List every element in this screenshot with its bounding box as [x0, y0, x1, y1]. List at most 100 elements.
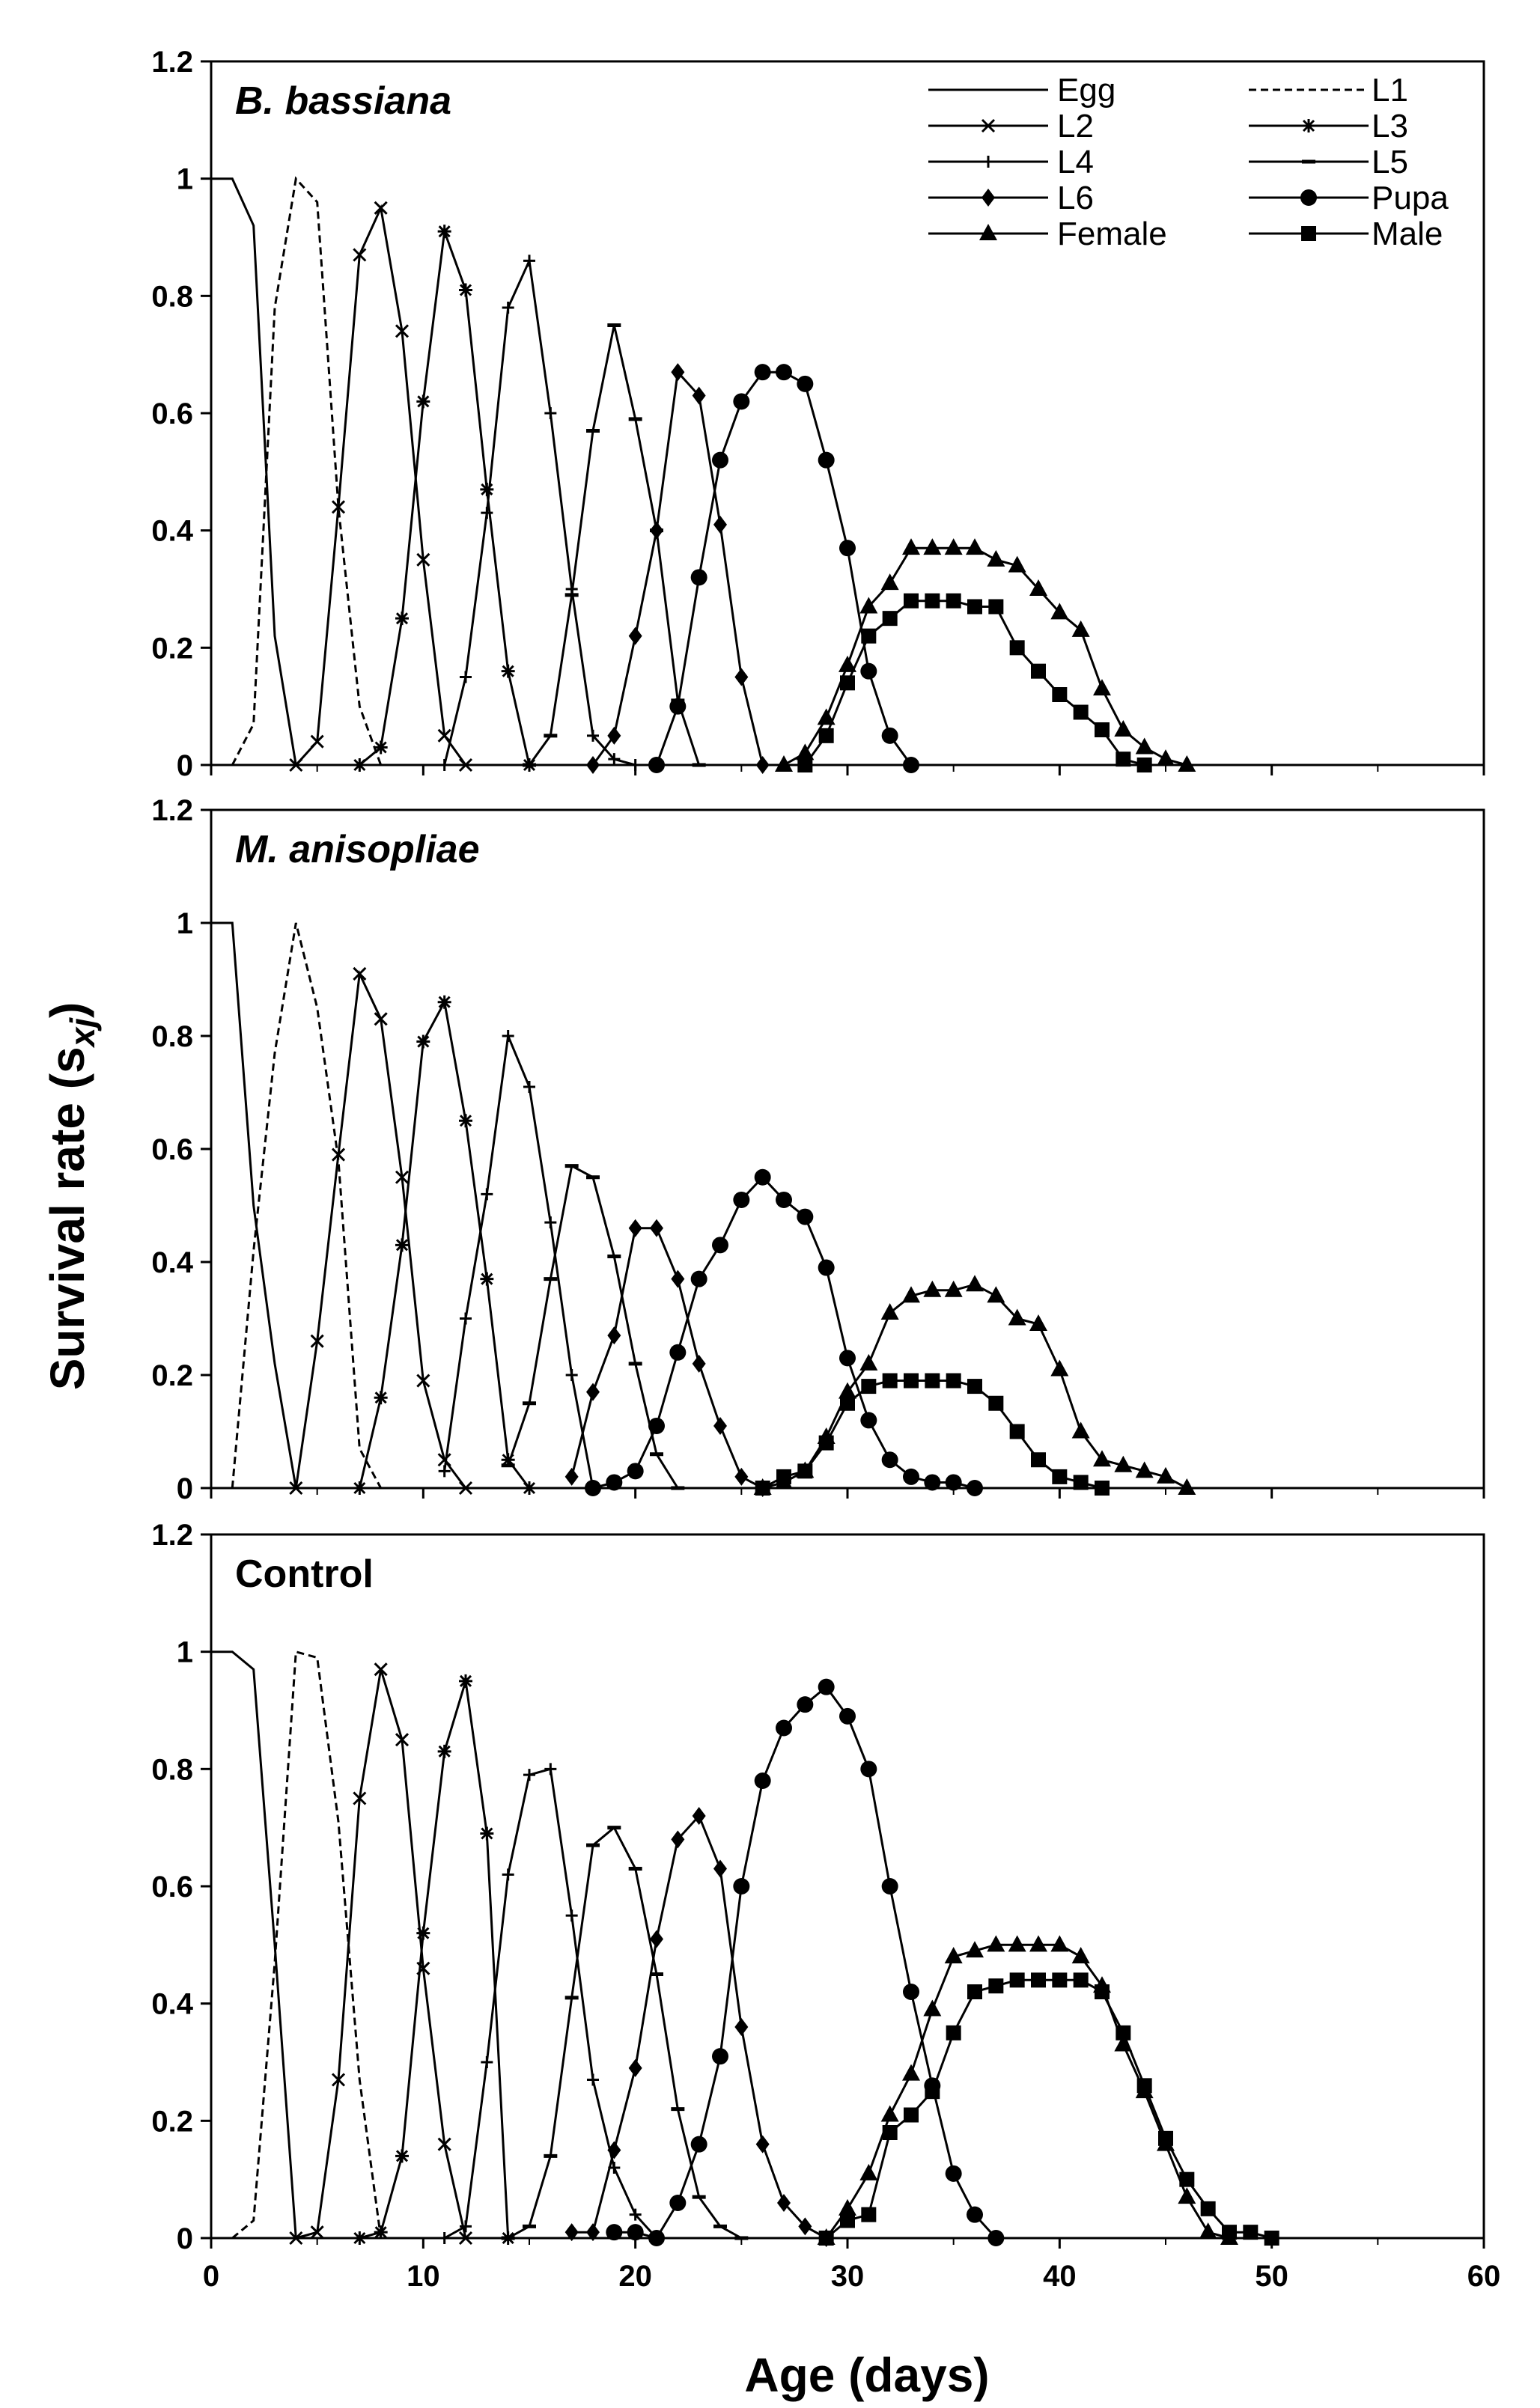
data-point [460, 2220, 472, 2233]
data-point [733, 1878, 750, 1895]
y-tick-label: 0.8 [151, 1753, 193, 1786]
data-point [945, 1474, 962, 1491]
data-point [925, 2084, 940, 2100]
y-tick-label: 1.2 [151, 1519, 193, 1552]
data-point [1073, 704, 1089, 720]
series-line [443, 1767, 658, 2240]
data-point [839, 1707, 856, 1725]
data-point [839, 1382, 856, 1399]
data-point [669, 1344, 687, 1361]
y-axis-title-subscript: xj [63, 1017, 102, 1049]
series-line [825, 1978, 1273, 2240]
data-point [671, 1830, 685, 1849]
data-point [606, 1474, 623, 1491]
data-point [988, 1978, 1004, 1994]
data-point [1050, 1359, 1069, 1377]
data-point [903, 1468, 919, 1485]
data-point [416, 1926, 430, 1940]
data-point [946, 1373, 961, 1389]
data-point [480, 1826, 494, 1841]
data-point [331, 500, 346, 514]
data-point [353, 758, 367, 772]
y-tick-label: 0.2 [151, 632, 193, 665]
data-point [1029, 1314, 1047, 1332]
y-tick-label: 0.4 [151, 1988, 193, 2021]
data-point [1157, 1466, 1175, 1484]
data-point [416, 1034, 430, 1049]
legend-label: L5 [1372, 144, 1408, 180]
data-point [1135, 1461, 1154, 1478]
series-line [655, 371, 913, 766]
data-point [1031, 1452, 1046, 1468]
data-point [818, 728, 834, 743]
data-point [458, 2231, 473, 2246]
data-point [713, 1416, 727, 1435]
data-point [1095, 722, 1110, 737]
data-point [1071, 1421, 1090, 1439]
data-point [945, 2165, 962, 2182]
panel-2: 0 0.2 0.4 0.6 0.8 1 1.2 M. anisopliae [151, 794, 1485, 1505]
data-point [480, 482, 494, 496]
data-point [692, 1354, 706, 1373]
series-line [614, 1685, 997, 2240]
data-point [1008, 555, 1026, 573]
series-male [818, 1972, 1279, 2246]
data-point [437, 225, 451, 239]
data-point [608, 753, 621, 766]
data-point [880, 1302, 899, 1320]
data-point [755, 756, 770, 774]
y-axis-title-main: Survival rate (s [40, 1046, 94, 1390]
y-tick-label: 1.2 [151, 46, 193, 79]
data-point [902, 1286, 920, 1303]
data-point [416, 1374, 430, 1388]
data-point [966, 1275, 984, 1292]
data-point [395, 1733, 410, 1747]
data-point [967, 1379, 982, 1394]
data-point [861, 2207, 877, 2222]
series-l2 [289, 201, 473, 772]
data-point [374, 201, 388, 215]
series-line [443, 256, 636, 766]
legend-marker [981, 189, 995, 207]
data-point [310, 734, 324, 749]
series-line [231, 1650, 383, 2240]
data-point [564, 2223, 579, 2242]
data-point [1031, 1972, 1046, 1988]
series-line [443, 1031, 594, 1489]
data-point [374, 1012, 388, 1026]
legend-label: L2 [1057, 108, 1094, 144]
data-point [459, 283, 472, 297]
series-line [783, 546, 1187, 766]
data-point [502, 1030, 514, 1042]
data-point [374, 2225, 388, 2240]
series-male [755, 1373, 1110, 1496]
legend-label: Male [1372, 216, 1443, 252]
panel-title: Control [235, 1552, 374, 1596]
data-point [353, 2231, 367, 2245]
data-point [1179, 2171, 1195, 2187]
data-point [1114, 2034, 1133, 2052]
data-point [1116, 752, 1131, 767]
data-point [946, 2025, 961, 2040]
data-point [860, 1761, 877, 1778]
data-point [1222, 2225, 1237, 2240]
data-point [459, 1674, 472, 1688]
data-point [796, 743, 815, 760]
data-point [797, 1696, 814, 1713]
series-egg [211, 177, 297, 766]
data-point [395, 1238, 409, 1252]
data-point [1050, 603, 1069, 620]
data-point [374, 740, 388, 755]
data-point [481, 1188, 493, 1201]
data-point [1114, 1455, 1133, 1472]
data-point [502, 302, 514, 314]
data-point [669, 698, 687, 715]
data-point [565, 1909, 578, 1922]
data-point [902, 2064, 920, 2081]
data-point [881, 1451, 898, 1469]
x-tick-label: 50 [1255, 2260, 1288, 2293]
data-point [501, 664, 515, 678]
data-point [903, 1984, 919, 2000]
series-l1 [231, 1650, 383, 2240]
data-point [967, 2206, 983, 2223]
